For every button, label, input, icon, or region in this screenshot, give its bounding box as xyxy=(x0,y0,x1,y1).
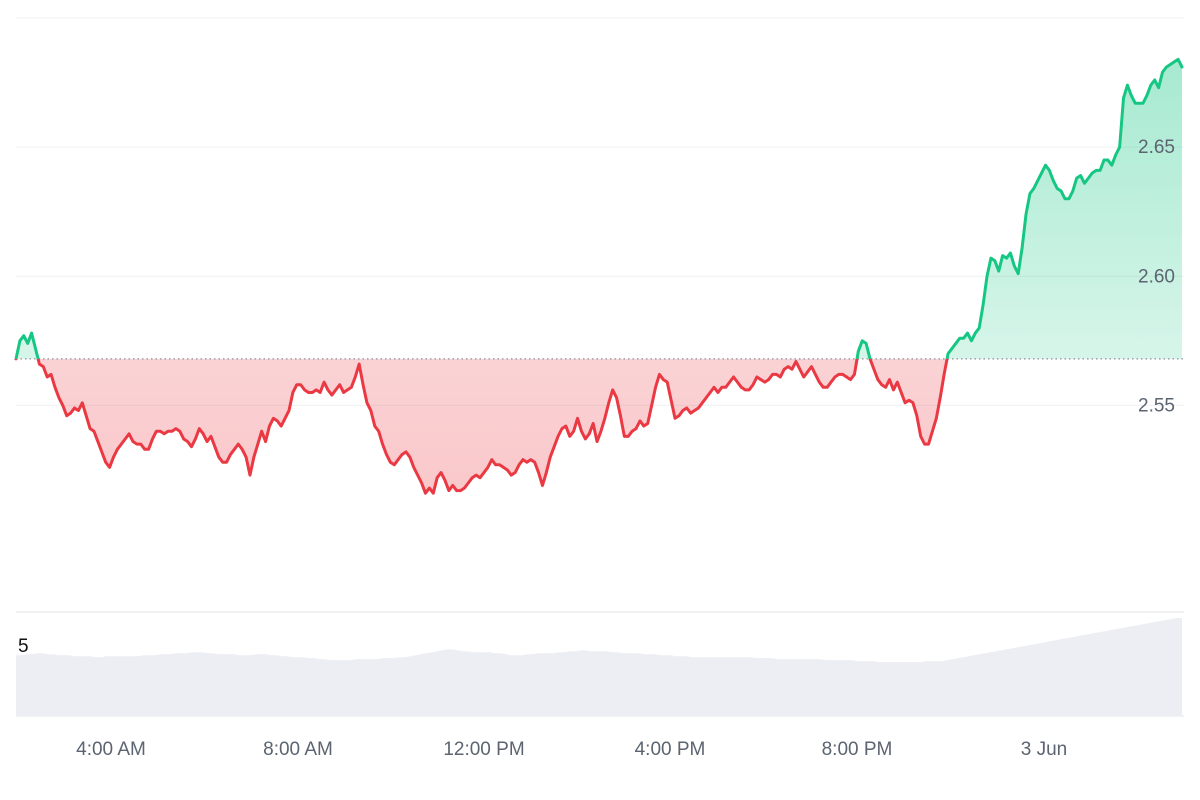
price-line xyxy=(14,57,1184,495)
x-tick-label: 12:00 PM xyxy=(443,739,524,760)
volume-axis-label: 5 xyxy=(18,636,29,657)
volume-fill xyxy=(16,618,1182,716)
x-tick-label: 4:00 AM xyxy=(76,739,146,760)
y-tick-label: 2.65 xyxy=(1138,137,1175,158)
y-tick-label: 2.55 xyxy=(1138,395,1175,416)
line-above-baseline xyxy=(14,57,1184,359)
x-axis: 4:00 AM 8:00 AM 12:00 PM 4:00 PM 8:00 PM 3 Ju… xyxy=(76,739,1067,760)
x-tick-label: 8:00 PM xyxy=(822,739,893,760)
area-below-baseline xyxy=(38,358,948,494)
price-area-fill xyxy=(16,59,1182,494)
y-tick-label: 2.60 xyxy=(1138,266,1175,287)
x-tick-label: 3 Jun xyxy=(1021,739,1067,760)
x-tick-label: 4:00 PM xyxy=(635,739,706,760)
area-above-baseline xyxy=(16,59,1182,359)
y-axis: 2.55 2.60 2.65 xyxy=(1138,137,1175,416)
x-tick-label: 8:00 AM xyxy=(263,739,333,760)
volume-area xyxy=(16,618,1182,716)
line-below-baseline xyxy=(14,358,949,495)
